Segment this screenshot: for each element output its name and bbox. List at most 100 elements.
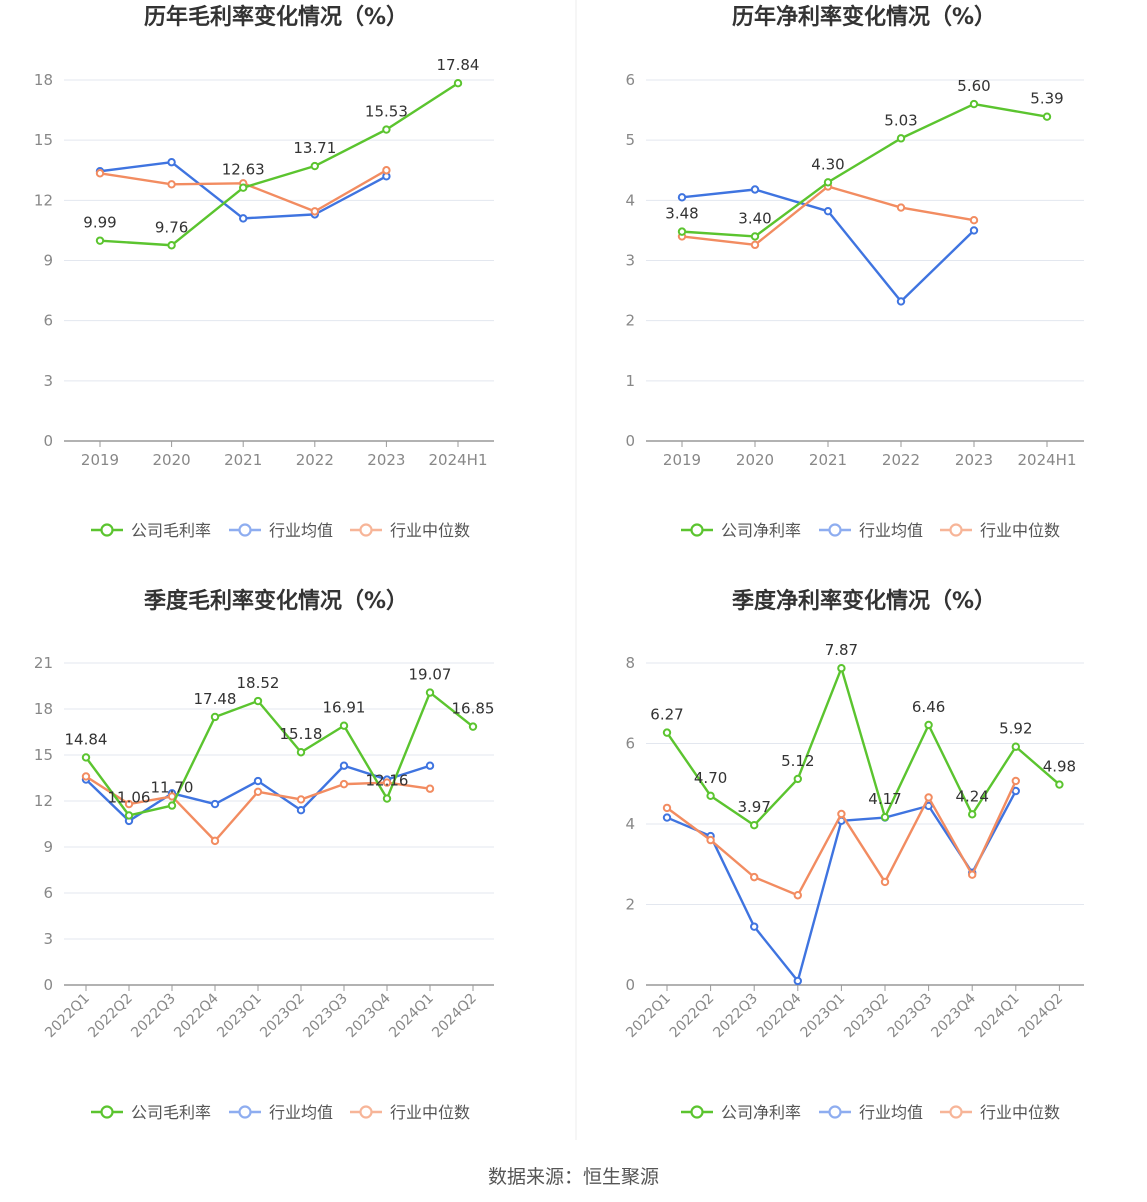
legend-item-company: 公司毛利率: [91, 521, 211, 540]
legend-marker-icon: [100, 1105, 114, 1119]
data-label: 12.63: [222, 161, 265, 179]
legend-item-company: 公司净利率: [681, 521, 801, 540]
legend-label: 行业均值: [859, 521, 923, 540]
data-point-average: [750, 922, 759, 931]
data-point-company: [968, 810, 977, 819]
x-tick-label: 2021: [809, 451, 847, 469]
data-source-note: 数据来源：恒生聚源: [487, 1166, 659, 1188]
data-point-median: [382, 778, 392, 787]
y-tick-label: 4: [625, 815, 635, 833]
y-tick-label: 5: [625, 131, 635, 149]
legend-item-company: 公司毛利率: [91, 1103, 211, 1122]
y-tick-label: 6: [625, 71, 635, 89]
chart-panel-4: 季度净利率变化情况（%） 0 2 4 6 8 2022Q12022Q22022Q32022Q…: [623, 588, 1084, 1122]
data-point-median: [662, 803, 672, 813]
data-point-median: [167, 180, 176, 189]
data-point-median: [969, 215, 979, 225]
legend-marker-icon: [690, 1105, 704, 1119]
data-label: 18.52: [237, 674, 280, 692]
series-line-average: [681, 188, 975, 303]
data-label: 11.70: [151, 779, 194, 797]
data-point-company: [425, 688, 435, 697]
data-label: 12.16: [366, 772, 409, 790]
data-point-company: [167, 801, 177, 810]
data-label: 17.84: [437, 56, 480, 74]
legend-label: 行业均值: [269, 521, 333, 540]
legend-label: 公司净利率: [721, 521, 801, 540]
legend-item-median: 行业中位数: [350, 521, 470, 540]
legend-marker-icon: [828, 1105, 842, 1119]
data-point-company: [896, 134, 906, 143]
y-tick-label: 0: [43, 976, 53, 994]
x-tick-label: 2024Q1: [386, 991, 437, 1042]
x-tick-label: 2023Q2: [257, 991, 308, 1042]
data-point-median: [968, 870, 977, 879]
data-point-average: [239, 214, 248, 223]
x-tick-label: 2023Q3: [885, 991, 936, 1042]
data-point-median: [924, 793, 933, 802]
data-point-average: [677, 193, 687, 202]
data-point-median: [296, 795, 306, 804]
data-point-median: [1011, 776, 1020, 786]
data-point-median: [750, 872, 759, 882]
legend-marker-icon: [359, 523, 373, 537]
data-point-average: [210, 799, 220, 809]
x-tick-label: 2023Q2: [841, 991, 892, 1042]
data-label: 7.87: [825, 641, 858, 659]
data-point-company: [296, 748, 306, 757]
x-tick-label: 2020: [153, 451, 191, 469]
data-point-company: [706, 791, 715, 801]
y-tick-label: 4: [625, 191, 635, 209]
data-label: 5.60: [957, 77, 990, 95]
data-label: 3.97: [737, 798, 770, 816]
x-tick-label: 2022: [882, 451, 920, 469]
y-tick-label: 3: [43, 372, 53, 390]
data-point-average: [969, 226, 979, 235]
data-label: 19.07: [409, 666, 452, 684]
data-point-average: [296, 806, 306, 815]
y-tick-label: 0: [43, 432, 53, 450]
chart-panel-3: 季度毛利率变化情况（%）0369121518212022Q12022Q22022…: [34, 588, 495, 1122]
legend-item-median: 行业中位数: [940, 1103, 1060, 1122]
data-label: 6.46: [912, 698, 945, 716]
legend-label: 行业中位数: [390, 521, 470, 540]
data-point-company: [969, 99, 979, 109]
legend-marker-icon: [949, 523, 963, 537]
y-tick-label: 18: [34, 71, 53, 89]
legend-item-median: 行业中位数: [940, 521, 1060, 540]
series-line-company: [681, 102, 1048, 238]
legend-item-average: 行业均值: [229, 521, 333, 540]
data-point-company: [253, 696, 263, 706]
data-label: 9.99: [83, 214, 116, 232]
data-label: 14.84: [65, 730, 108, 748]
data-label: 15.18: [280, 725, 323, 743]
data-label: 4.30: [811, 155, 844, 173]
legend-item-average: 行业均值: [819, 1103, 923, 1122]
x-tick-label: 2022Q1: [42, 991, 93, 1042]
x-tick-label: 2023Q1: [798, 991, 849, 1042]
y-tick-label: 0: [625, 976, 635, 994]
y-tick-label: 12: [34, 191, 53, 209]
y-tick-label: 6: [625, 735, 635, 753]
data-point-average: [823, 206, 833, 216]
data-point-company: [453, 79, 463, 88]
legend-label: 行业均值: [269, 1103, 333, 1122]
x-tick-label: 2024H1: [429, 451, 488, 469]
x-tick-label: 2023: [955, 451, 993, 469]
data-point-average: [425, 761, 435, 770]
legend-marker-icon: [359, 1105, 373, 1119]
data-point-median: [210, 836, 220, 846]
x-tick-label: 2024Q2: [429, 991, 480, 1042]
data-point-median: [81, 772, 91, 781]
legend-marker-icon: [238, 523, 252, 537]
x-tick-label: 2024Q2: [1016, 991, 1067, 1042]
data-point-company: [1055, 780, 1064, 789]
data-label: 17.48: [194, 690, 237, 708]
legend-label: 行业中位数: [980, 1103, 1060, 1122]
legend-marker-icon: [949, 1105, 963, 1119]
data-point-median: [837, 809, 846, 819]
y-tick-label: 18: [34, 700, 53, 718]
y-tick-label: 6: [43, 312, 53, 330]
x-tick-label: 2023: [367, 451, 405, 469]
legend-label: 公司净利率: [721, 1103, 801, 1122]
